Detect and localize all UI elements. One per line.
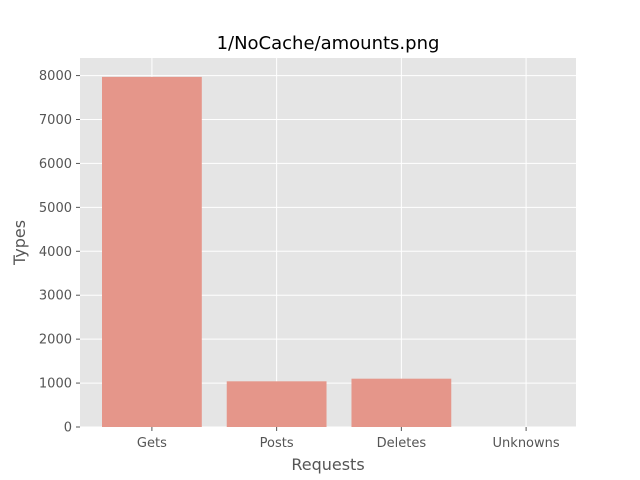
x-axis-label: Requests <box>291 455 364 474</box>
bar-deletes <box>351 378 452 427</box>
bar-gets <box>102 76 202 427</box>
bar-posts <box>226 381 327 427</box>
y-tick-label-5000: 5000 <box>39 201 72 216</box>
y-tick-label-0: 0 <box>64 421 72 436</box>
y-tick-label-3000: 3000 <box>39 289 72 304</box>
chart-title: 1/NoCache/amounts.png <box>217 33 440 54</box>
y-axis-label: Types <box>10 220 29 266</box>
x-tick-label-deletes: Deletes <box>377 436 427 451</box>
y-axis-ticks: 0 1000 2000 3000 4000 5000 6000 7000 8000 <box>39 69 80 436</box>
y-tick-label-2000: 2000 <box>39 333 72 348</box>
y-tick-label-4000: 4000 <box>39 245 72 260</box>
bars <box>102 76 452 427</box>
y-tick-label-1000: 1000 <box>39 377 72 392</box>
x-tick-label-posts: Posts <box>260 436 294 451</box>
x-tick-label-unknowns: Unknowns <box>493 436 560 451</box>
y-tick-label-7000: 7000 <box>39 113 72 128</box>
y-tick-label-6000: 6000 <box>39 157 72 172</box>
y-tick-label-8000: 8000 <box>39 69 72 84</box>
x-tick-label-gets: Gets <box>137 436 167 451</box>
x-axis-ticks: Gets Posts Deletes Unknowns <box>137 427 560 451</box>
